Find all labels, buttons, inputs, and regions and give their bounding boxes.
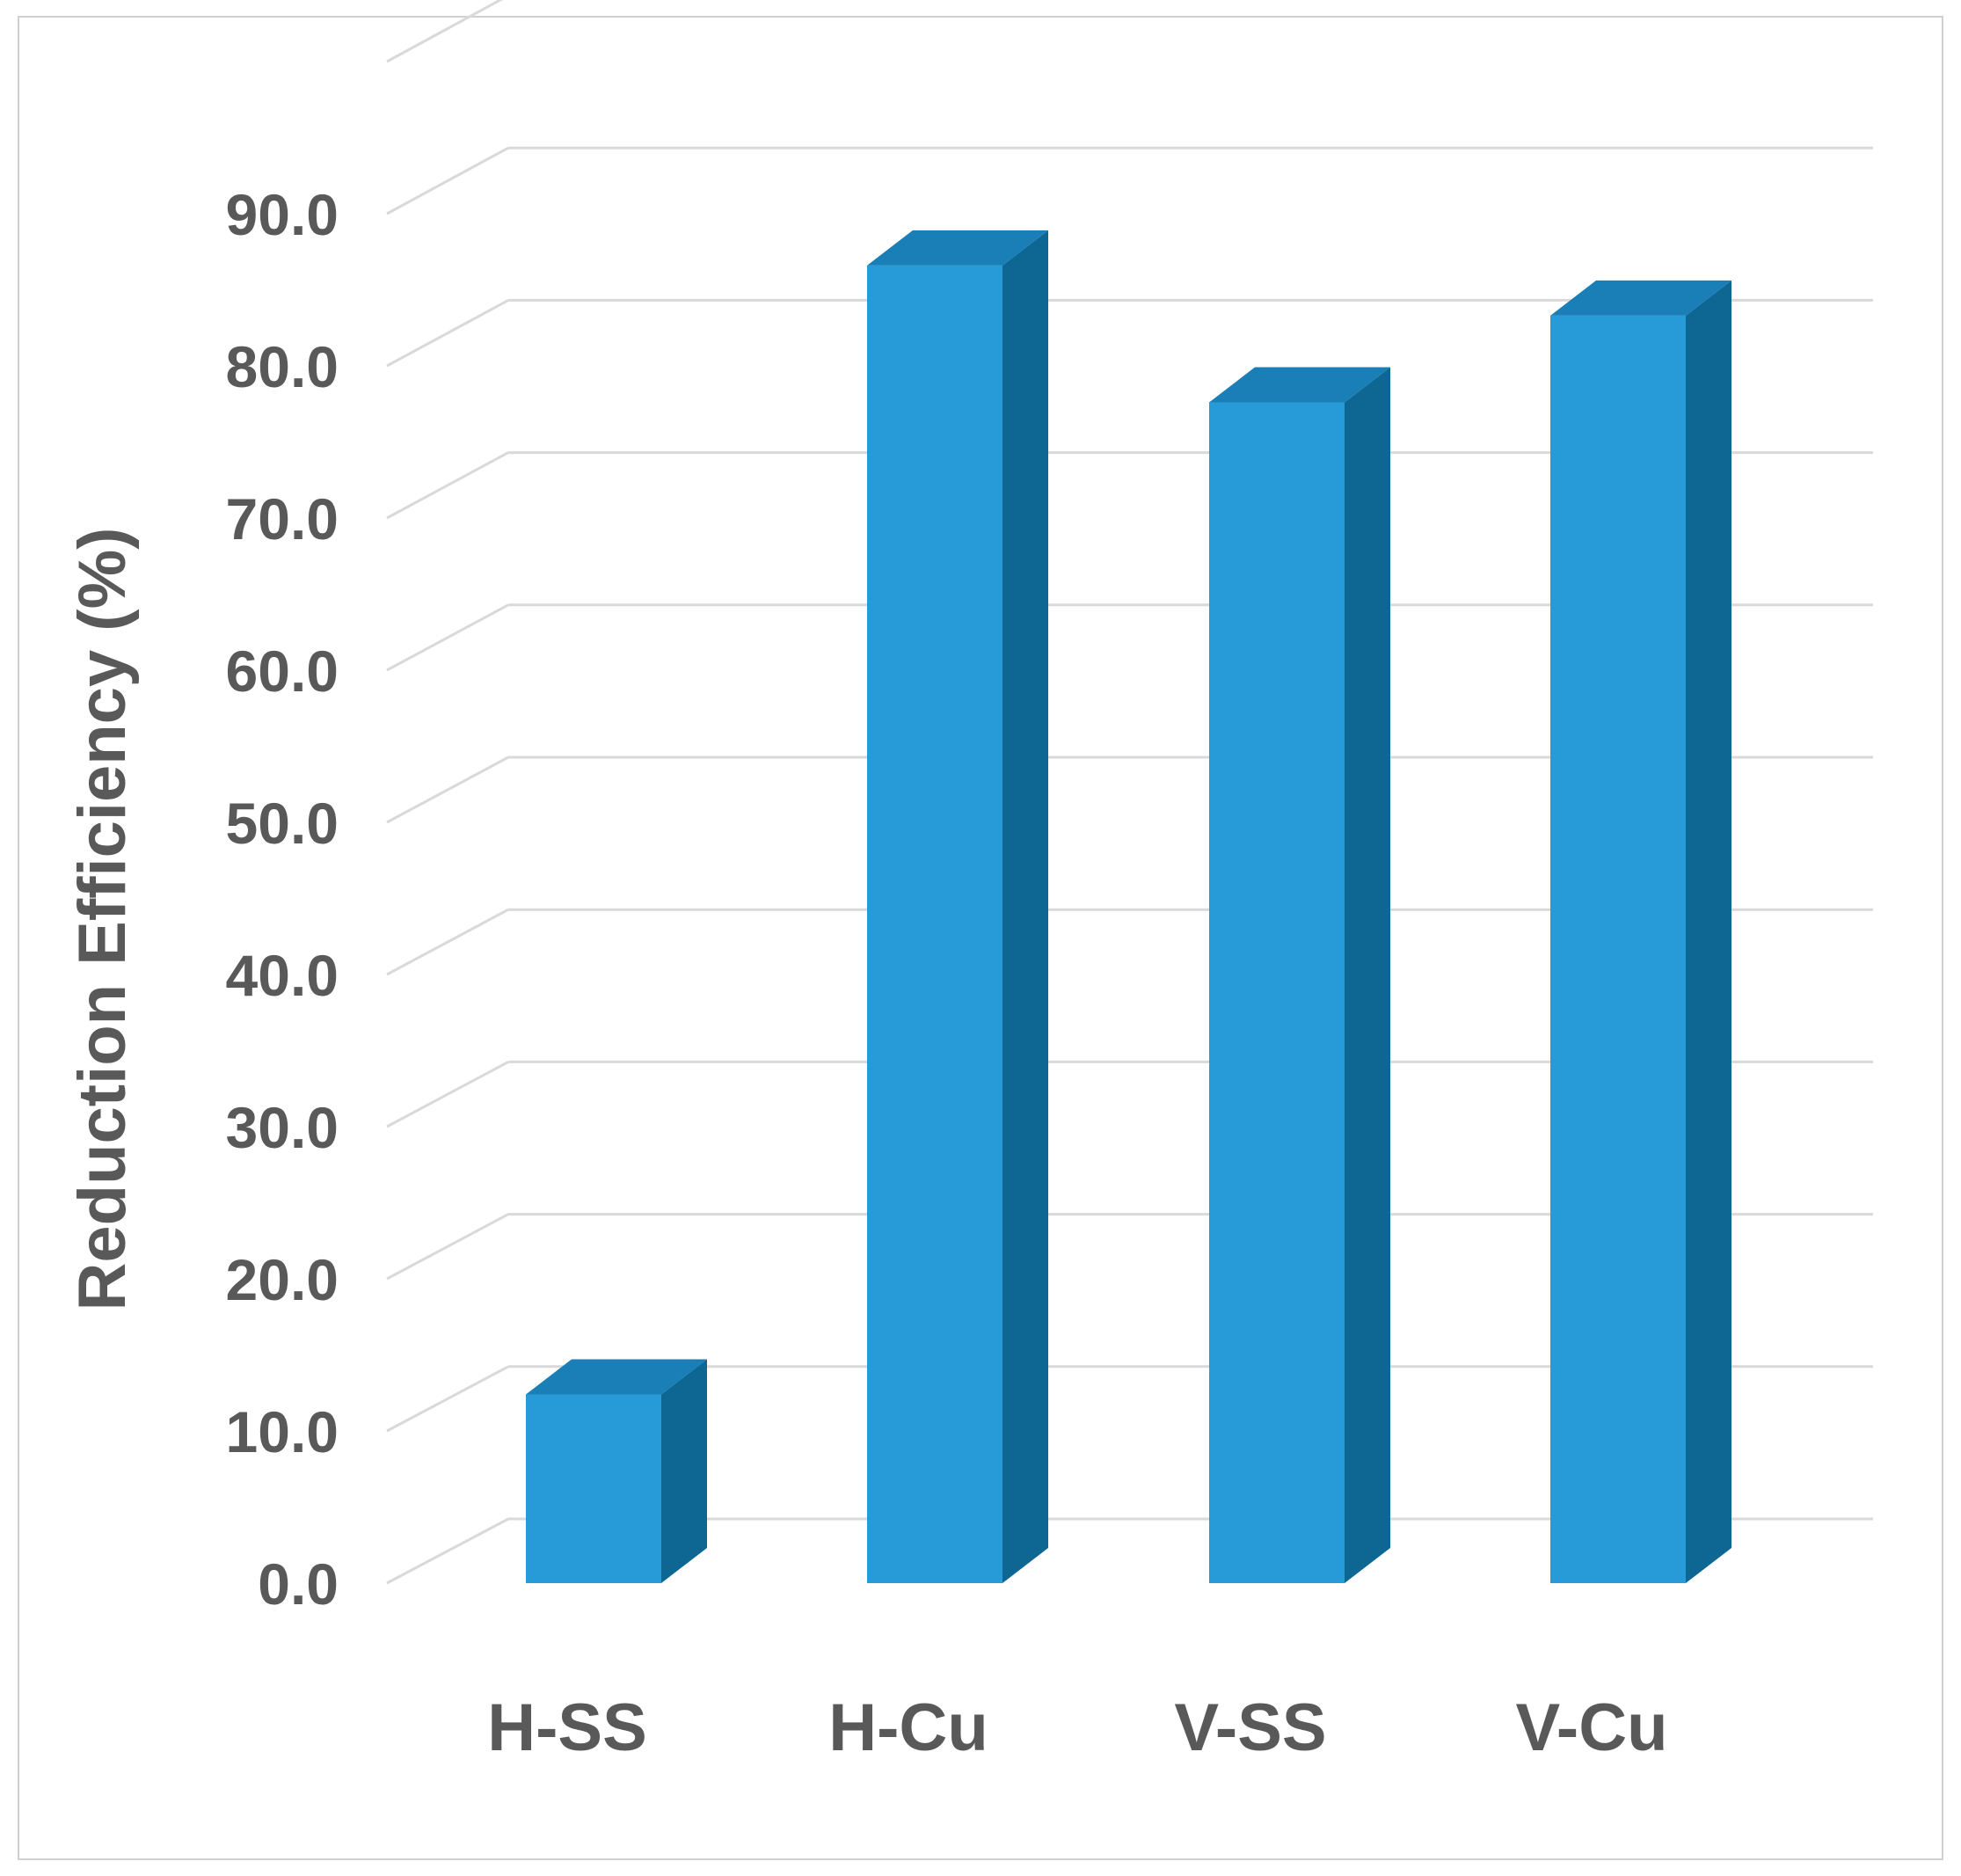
category-label: V-SS — [1174, 1690, 1326, 1765]
bar-side-face — [1345, 367, 1390, 1583]
y-tick-label: 10.0 — [226, 1399, 339, 1464]
y-tick-label: 50.0 — [226, 791, 339, 856]
category-label: H-SS — [487, 1690, 647, 1765]
gridline-diagonal — [386, 451, 509, 520]
y-tick-label: 0.0 — [258, 1551, 339, 1617]
y-tick-label: 90.0 — [226, 182, 339, 247]
gridline-diagonal — [386, 756, 509, 824]
y-tick-label: 80.0 — [226, 334, 339, 399]
bar-top-face — [526, 1359, 707, 1395]
bar-front-face — [867, 265, 1002, 1583]
bars — [526, 230, 1731, 1583]
gridline-diagonal — [386, 1517, 509, 1585]
bar-top-face — [1209, 367, 1390, 403]
gridline-diagonal — [386, 1213, 509, 1281]
y-tick-label: 30.0 — [226, 1095, 339, 1160]
bar-front-face — [1550, 315, 1686, 1583]
y-tick-label: 20.0 — [226, 1247, 339, 1312]
category-labels: H-SS H-Cu V-SS V-Cu — [487, 1690, 1667, 1765]
bar-h-cu — [867, 230, 1048, 1583]
gridline-diagonal — [386, 0, 503, 63]
bar-side-face — [1686, 280, 1731, 1583]
bar-top-face — [867, 230, 1048, 266]
bar-v-ss — [1209, 367, 1390, 1583]
bar-front-face — [526, 1394, 661, 1583]
category-label: H-Cu — [828, 1690, 988, 1765]
bar-side-face — [1002, 230, 1048, 1583]
y-tick-label: 40.0 — [226, 943, 339, 1008]
bar-front-face — [1209, 402, 1345, 1583]
y-axis-title: Reduction Efficiency (%) — [65, 528, 140, 1311]
gridline-diagonal — [386, 299, 509, 368]
gridline-diagonal — [386, 146, 509, 215]
bar-h-ss — [526, 1359, 707, 1583]
category-label: V-Cu — [1515, 1690, 1667, 1765]
gridline-diagonal — [386, 603, 509, 672]
gridline-diagonal — [386, 1061, 509, 1128]
bar-side-face — [661, 1359, 707, 1583]
gridline-diagonal — [386, 1365, 509, 1433]
bar-v-cu — [1550, 280, 1731, 1583]
bar-top-face — [1550, 280, 1731, 316]
y-tick-label: 60.0 — [226, 639, 339, 704]
gridline-diagonal — [386, 908, 509, 976]
y-tick-labels: 0.0 10.0 20.0 30.0 40.0 50.0 60.0 70.0 80.0 90.0 — [226, 182, 339, 1617]
y-tick-label: 70.0 — [226, 486, 339, 551]
